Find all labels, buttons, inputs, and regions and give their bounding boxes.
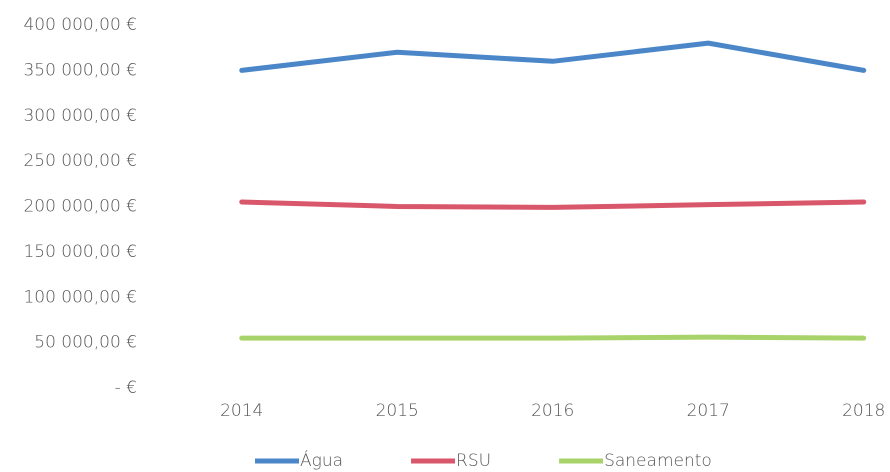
y-tick-label: 100 000,00 € [23, 287, 137, 307]
x-tick-label: 2018 [842, 401, 885, 421]
x-tick-label: 2015 [376, 401, 419, 421]
y-tick-label: 300 000,00 € [23, 106, 137, 126]
line-series [239, 334, 867, 341]
x-tick-label: 2017 [687, 401, 730, 421]
y-tick-label: 150 000,00 € [23, 242, 137, 262]
y-tick-label: 250 000,00 € [23, 151, 137, 171]
legend-label: Água [300, 449, 343, 471]
y-tick-label: 200 000,00 € [23, 197, 137, 217]
x-tick-label: 2016 [531, 401, 574, 421]
y-tick-label: - € [115, 378, 137, 398]
legend-label: RSU [456, 451, 491, 471]
x-tick-label: 2014 [220, 401, 263, 421]
line-series [239, 40, 867, 73]
y-tick-label: 350 000,00 € [23, 60, 137, 80]
y-tick-label: 400 000,00 € [23, 15, 137, 35]
y-tick-label: 50 000,00 € [34, 333, 137, 353]
line-series [239, 199, 867, 210]
legend-label: Saneamento [604, 451, 712, 471]
